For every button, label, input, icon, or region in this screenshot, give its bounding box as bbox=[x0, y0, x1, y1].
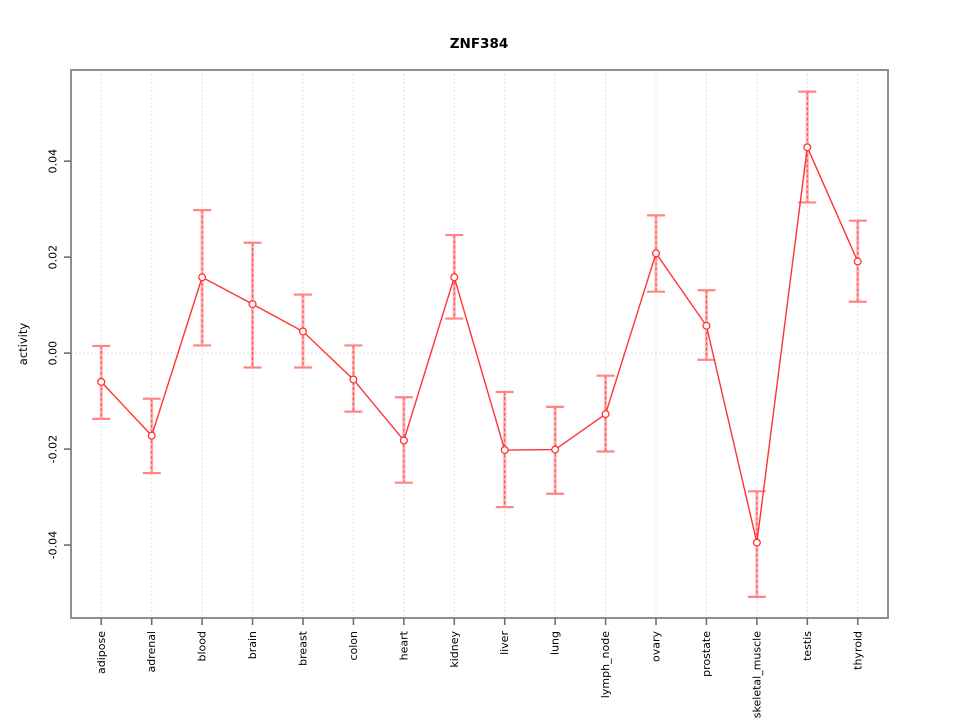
x-tick-label-lymph_node: lymph_node bbox=[599, 631, 612, 698]
data-point-liver bbox=[500, 445, 509, 455]
data-point-breast bbox=[298, 327, 308, 336]
data-point-brain bbox=[248, 300, 257, 309]
data-point-lung bbox=[551, 445, 560, 454]
x-tick-label-lung: lung bbox=[549, 631, 562, 655]
plot-border bbox=[70, 69, 889, 619]
x-tick-label-skeletal_muscle: skeletal_muscle bbox=[750, 631, 763, 718]
y-tick-label: -0.02 bbox=[47, 435, 60, 463]
x-tick-label-thyroid: thyroid bbox=[851, 631, 864, 670]
x-tick-label-colon: colon bbox=[347, 631, 360, 661]
x-tick-label-breast: breast bbox=[297, 630, 310, 666]
x-tick-label-adrenal: adrenal bbox=[145, 631, 158, 673]
y-tick-label: 0.02 bbox=[47, 245, 60, 270]
data-point-colon bbox=[349, 375, 358, 384]
x-tick-label-kidney: kidney bbox=[448, 631, 461, 668]
series-line bbox=[100, 144, 859, 543]
data-point-lymph_node bbox=[601, 410, 610, 419]
x-tick-label-liver: liver bbox=[498, 631, 511, 655]
chart-title: ZNF384 bbox=[450, 36, 509, 52]
x-tick-label-adipose: adipose bbox=[95, 631, 108, 674]
x-tick-label-brain: brain bbox=[246, 631, 259, 659]
data-point-adrenal bbox=[147, 431, 156, 440]
data-point-thyroid bbox=[853, 257, 862, 266]
x-tick-label-ovary: ovary bbox=[650, 631, 663, 663]
y-axis-label: activity bbox=[16, 323, 30, 366]
data-point-kidney bbox=[450, 273, 459, 282]
data-point-ovary bbox=[651, 249, 661, 258]
data-point-testis bbox=[803, 143, 812, 152]
data-point-heart bbox=[399, 436, 408, 445]
plot-area: 0.04 0.02 0.00 -0.02 -0.04 adipose adrenal bloo… bbox=[47, 69, 889, 718]
data-point-adipose bbox=[97, 377, 106, 386]
y-tick-label: 0.04 bbox=[47, 149, 60, 174]
x-tick-label-testis: testis bbox=[801, 631, 814, 661]
data-point-prostate bbox=[702, 321, 711, 330]
data-point-skeletal_muscle bbox=[752, 538, 761, 547]
data-point-blood bbox=[198, 273, 207, 282]
y-tick-label: -0.04 bbox=[47, 531, 60, 559]
x-tick-label-prostate: prostate bbox=[700, 631, 713, 677]
x-tick-label-heart: heart bbox=[397, 630, 410, 660]
x-tick-label-blood: blood bbox=[196, 631, 209, 661]
y-tick-label: 0.00 bbox=[47, 341, 60, 366]
